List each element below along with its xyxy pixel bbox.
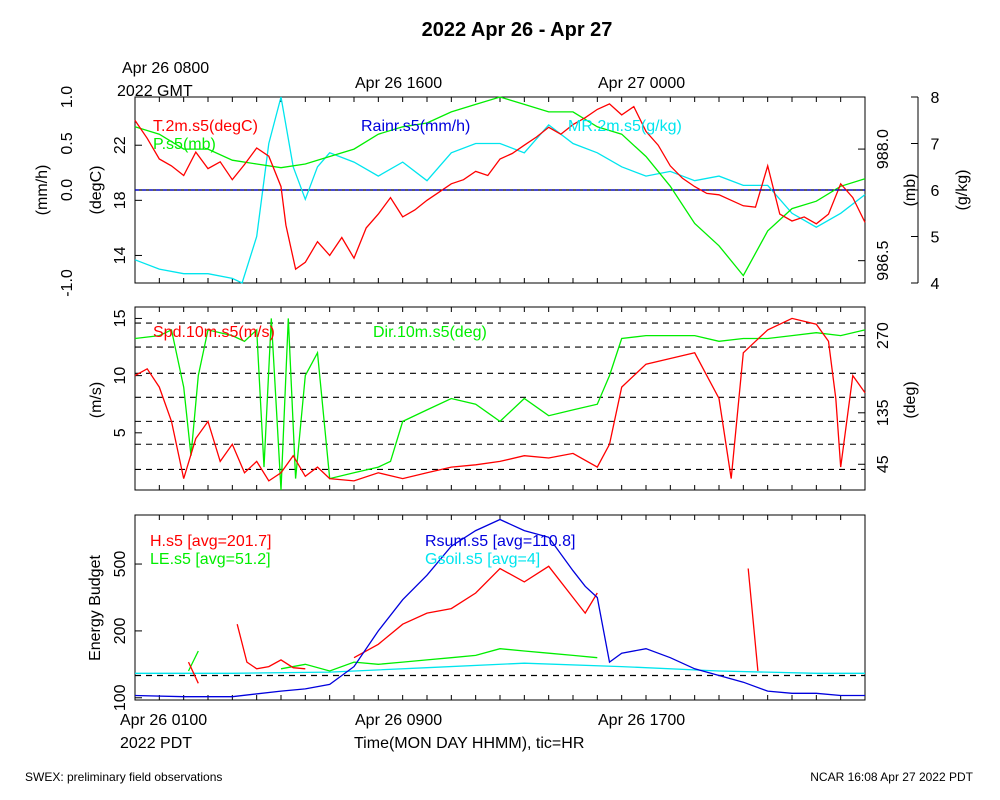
series-sensible-heat: [353, 565, 598, 659]
series-sensible-heat: [236, 624, 306, 670]
bottom-time-label-2: Apr 26 1700: [598, 712, 685, 729]
energy-tick-label: 100: [112, 684, 129, 711]
legend-sensible-heat: H.s5 [avg=201.7]: [150, 533, 271, 550]
temp-tick-label: 14: [112, 246, 129, 264]
mr-tick-label: 5: [931, 230, 940, 247]
series-temp: [134, 103, 866, 271]
rain-tick-label: 0.0: [59, 179, 76, 201]
mr-tick-label: 7: [931, 137, 940, 154]
energy-panel: 100 200 500 H.s5 [avg=201.7] LE.s5 [avg=51…: [87, 514, 866, 711]
direction-axis-label: (deg): [902, 381, 919, 418]
legend-wind-speed: Spd.10m.s5(m/s): [153, 324, 275, 341]
legend-radiation-sum: Rsum.s5 [avg=110.8]: [425, 533, 575, 550]
met-panel: -1.0 0.0 0.5 1.0 14 18 22 986.5 988.0 4 5 6 7 8 T.2m.…: [34, 86, 971, 297]
bottom-time-label-0: Apr 26 0100: [120, 712, 207, 729]
series-sensible-heat: [187, 661, 199, 684]
top-time-label-2: Apr 27 0000: [598, 75, 685, 92]
footer-right: NCAR 16:08 Apr 27 2022 PDT: [810, 770, 973, 784]
top-time-label-1: Apr 26 1600: [355, 75, 442, 92]
temp-axis-label: (degC): [88, 166, 105, 215]
energy-tick-label: 500: [112, 551, 129, 578]
rain-tick-label: 0.5: [59, 132, 76, 154]
pres-axis-label: (mb): [902, 174, 919, 207]
direction-tick-label: 135: [875, 399, 892, 426]
speed-tick-label: 15: [112, 309, 129, 327]
mr-tick-label: 4: [931, 276, 940, 293]
legend-soil-heat: Gsoil.s5 [avg=4]: [425, 551, 540, 568]
series-wind-speed: [134, 317, 866, 482]
speed-axis-label: (m/s): [88, 382, 105, 418]
footer-left: SWEX: preliminary field observations: [25, 770, 222, 784]
energy-panel-ticks: 100 200 500: [112, 515, 842, 711]
x-axis-label: Time(MON DAY HHMM), tic=HR: [354, 735, 584, 752]
top-time-sublabel: 2022 GMT: [117, 83, 193, 100]
temp-tick-label: 22: [112, 136, 129, 154]
legend-temperature: T.2m.s5(degC): [153, 118, 258, 135]
legend-mixing-ratio: MR.2m.s5(g/kg): [568, 118, 682, 135]
energy-panel-series: [134, 518, 865, 698]
series-wind-direction: [134, 318, 866, 491]
series-sensible-heat: [747, 568, 759, 672]
met-panel-series: [134, 96, 866, 284]
legend-pressure: P.s5(mb): [153, 136, 216, 153]
mr-tick-label: 6: [931, 183, 940, 200]
bottom-time-label-1: Apr 26 0900: [355, 712, 442, 729]
legend-wind-direction: Dir.10m.s5(deg): [373, 324, 487, 341]
bottom-time-sublabel: 2022 PDT: [120, 735, 192, 752]
rain-tick-label: -1.0: [59, 269, 76, 297]
series-mr: [134, 96, 866, 284]
energy-axis-label: Energy Budget: [87, 555, 104, 661]
chart-title: 2022 Apr 26 - Apr 27: [422, 19, 613, 41]
wind-panel-grid: [135, 322, 865, 470]
energy-tick-label: 200: [112, 617, 129, 644]
mr-tick-label: 8: [931, 90, 940, 107]
top-time-label-0: Apr 26 0800: [122, 60, 209, 77]
legend-latent-heat: LE.s5 [avg=51.2]: [150, 551, 271, 568]
series-pres: [134, 96, 866, 277]
wind-panel-ticks: 5 10 15 45 135 270: [112, 307, 892, 490]
series-latent-heat: [280, 648, 598, 672]
pres-tick-label: 988.0: [875, 129, 892, 169]
direction-tick-label: 45: [875, 455, 892, 473]
series-soil-heat: [135, 662, 865, 674]
wind-panel: 5 10 15 45 135 270 Spd.10m.s5(m/s) Dir.10m.s5…: [88, 306, 919, 491]
legend-rain-rate: Rainr.s5(mm/h): [361, 118, 470, 135]
rain-axis-label: (mm/h): [34, 165, 51, 216]
pres-tick-label: 986.5: [875, 241, 892, 281]
direction-tick-label: 270: [875, 322, 892, 349]
temp-tick-label: 18: [112, 191, 129, 209]
series-latent-heat: [187, 650, 199, 672]
rain-tick-label: 1.0: [59, 86, 76, 108]
met-panel-ticks: -1.0 0.0 0.5 1.0 14 18 22 986.5 988.0 4 5 6 7 8: [59, 86, 940, 297]
speed-tick-label: 10: [112, 367, 129, 385]
speed-tick-label: 5: [112, 428, 129, 437]
mr-axis-label: (g/kg): [954, 170, 971, 211]
series-radiation-sum: [134, 518, 865, 698]
wind-panel-series: [134, 317, 866, 491]
